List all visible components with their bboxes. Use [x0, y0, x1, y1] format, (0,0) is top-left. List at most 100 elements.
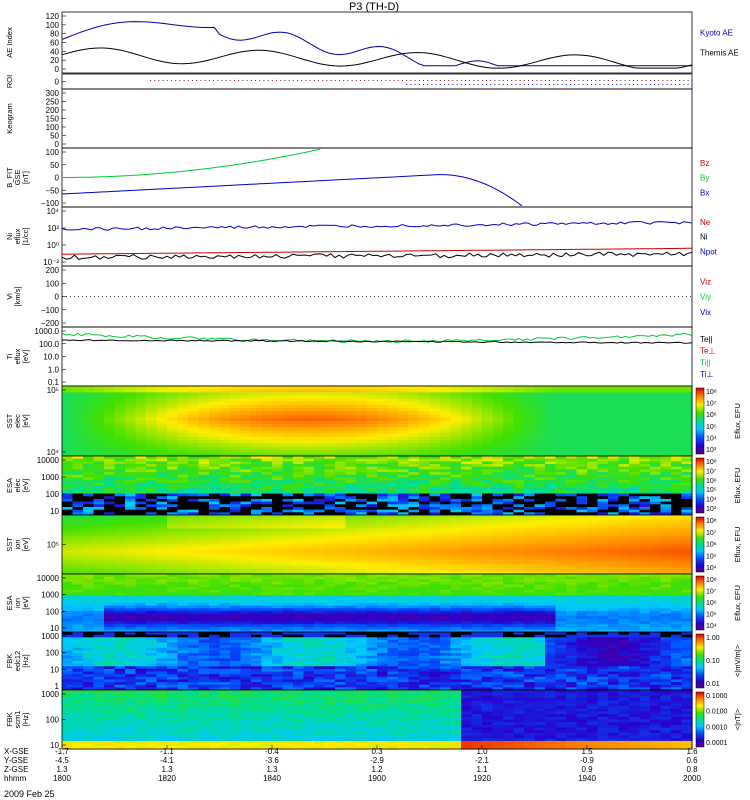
- spectrogram-cell: [597, 452, 609, 457]
- roi-dot: [511, 84, 513, 85]
- spectrogram-cell: [114, 597, 126, 601]
- spectrogram-cell: [387, 498, 399, 503]
- spectrogram-cell: [471, 539, 483, 543]
- spectrogram-cell: [471, 515, 483, 519]
- y-tick-label: 50: [50, 161, 59, 170]
- spectrogram-cell: [566, 408, 578, 413]
- spectrogram-cell: [282, 597, 294, 601]
- spectrogram-cell: [272, 469, 284, 473]
- spectrogram-cell: [198, 401, 210, 406]
- spectrogram-cell: [62, 498, 74, 503]
- spectrogram-cell: [198, 411, 210, 416]
- spectrogram-cell: [671, 458, 683, 462]
- spectrogram-cell: [492, 555, 504, 559]
- roi-dot: [217, 80, 219, 81]
- spectrogram-cell: [566, 555, 578, 559]
- spectrogram-cell: [135, 517, 147, 521]
- spectrogram-cell: [671, 408, 683, 413]
- spectrogram-cell: [345, 574, 357, 578]
- spectrogram-cell: [513, 411, 525, 416]
- spectrogram-cell: [345, 563, 357, 567]
- spectrogram-cell: [671, 417, 683, 422]
- spectrogram-cell: [492, 498, 504, 503]
- spectrogram-cell: [188, 549, 200, 554]
- spectrogram-cell: [293, 456, 305, 460]
- spectrogram-cell: [366, 528, 378, 532]
- spectrogram-cell: [272, 443, 284, 448]
- spectrogram-cell: [272, 414, 284, 419]
- spectrogram-cell: [261, 523, 273, 527]
- spectrogram-cell: [72, 571, 84, 575]
- spectrogram-cell: [198, 398, 210, 403]
- spectrogram-cell: [681, 552, 693, 556]
- spectrogram-cell: [660, 417, 672, 422]
- spectrogram-cell: [639, 440, 651, 444]
- spectrogram-cell: [177, 610, 189, 615]
- spectrogram-cell: [240, 624, 252, 628]
- spectrogram-cell: [219, 533, 231, 538]
- spectrogram-cell: [104, 421, 116, 425]
- spectrogram-cell: [450, 480, 462, 484]
- spectrogram-cell: [125, 528, 137, 532]
- spectrogram-cell: [608, 461, 620, 465]
- spectrogram-cell: [261, 610, 273, 615]
- spectrogram-cell: [408, 517, 420, 521]
- spectrogram-cell: [62, 560, 74, 564]
- spectrogram-cell: [83, 600, 95, 604]
- spectrogram-cell: [293, 436, 305, 441]
- spectrogram-cell: [156, 547, 168, 551]
- spectrogram-cell: [62, 421, 74, 425]
- spectrogram-cell: [135, 408, 147, 413]
- spectrogram-cell: [324, 581, 336, 586]
- spectrogram-cell: [482, 565, 494, 570]
- spectrogram-cell: [524, 474, 536, 479]
- spectrogram-cell: [356, 501, 368, 505]
- spectrogram-cell: [450, 552, 462, 556]
- spectrogram-cell: [492, 443, 504, 448]
- spectrogram-cell: [293, 443, 305, 448]
- spectrogram-cell: [492, 417, 504, 422]
- spectrogram-cell: [83, 485, 95, 489]
- spectrogram-cell: [587, 488, 599, 492]
- spectrogram-cell: [335, 581, 347, 586]
- spectrogram-cell: [83, 490, 95, 495]
- spectrogram-cell: [62, 610, 74, 615]
- spectrogram-cell: [324, 584, 336, 588]
- spectrogram-cell: [440, 449, 452, 454]
- spectrogram-cell: [272, 560, 284, 564]
- spectrogram-cell: [72, 584, 84, 588]
- spectrogram-cell: [335, 525, 347, 530]
- spectrogram-cell: [345, 466, 357, 471]
- spectrogram-cell: [146, 449, 158, 454]
- spectrogram-cell: [419, 490, 431, 495]
- spectrogram-cell: [146, 557, 158, 562]
- spectrogram-cell: [461, 565, 473, 570]
- spectrogram-cell: [639, 464, 651, 468]
- spectrogram-cell: [681, 480, 693, 484]
- spectrogram-cell: [125, 536, 137, 540]
- spectrogram-cell: [188, 541, 200, 546]
- spectrogram-cell: [240, 589, 252, 594]
- spectrogram-cell: [618, 446, 630, 451]
- spectrogram-cell: [135, 446, 147, 451]
- spectrogram-cell: [681, 555, 693, 559]
- spectrogram-cell: [356, 456, 368, 460]
- spectrogram-cell: [534, 482, 546, 487]
- spectrogram-cell: [240, 506, 252, 511]
- spectrogram-cell: [398, 552, 410, 556]
- spectrogram-cell: [366, 461, 378, 465]
- spectrogram-cell: [377, 408, 389, 413]
- spectrogram-cell: [272, 531, 284, 535]
- spectrogram-cell: [608, 525, 620, 530]
- spectrogram-cell: [230, 458, 242, 462]
- roi-dot: [595, 80, 597, 81]
- spectrogram-cell: [114, 584, 126, 588]
- spectrogram-cell: [660, 533, 672, 538]
- spectrogram-cell: [366, 485, 378, 489]
- spectrogram-cell: [471, 443, 483, 448]
- spectrogram-cell: [146, 512, 158, 516]
- spectrogram-cell: [650, 469, 662, 473]
- roi-dot: [414, 80, 416, 81]
- spectrogram-cell: [555, 452, 567, 457]
- spectrogram-cell: [555, 433, 567, 438]
